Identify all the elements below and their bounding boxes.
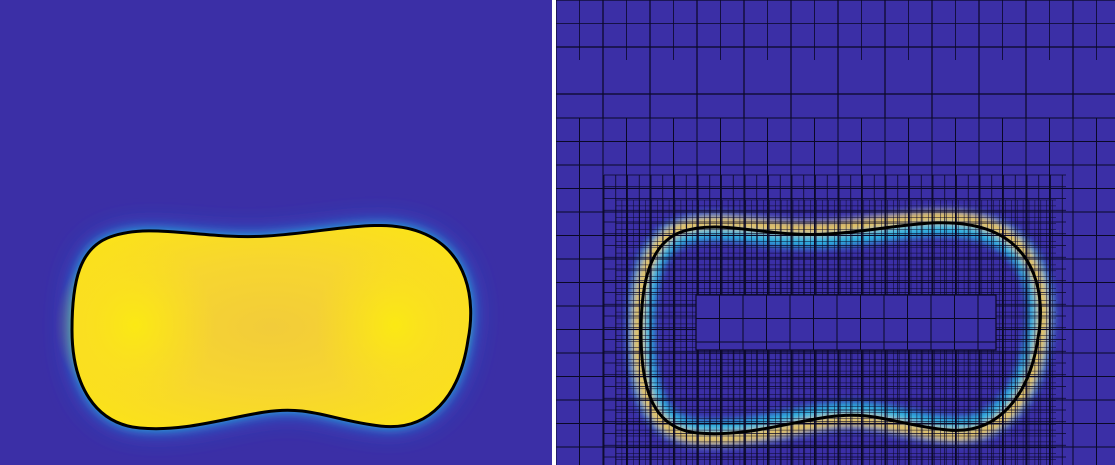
adaptive-mesh-plot xyxy=(556,0,1115,465)
interface-contour xyxy=(70,223,473,431)
interface-contour xyxy=(639,221,1042,436)
phase-field-panel xyxy=(0,0,552,465)
coarse-interior-block xyxy=(695,294,997,351)
panel-separator xyxy=(552,0,556,465)
right-lobe xyxy=(315,240,475,410)
phase-field-plot xyxy=(0,0,552,465)
left-lobe xyxy=(55,240,215,410)
adaptive-mesh-panel xyxy=(556,0,1115,465)
mesh-grid xyxy=(556,0,1115,465)
